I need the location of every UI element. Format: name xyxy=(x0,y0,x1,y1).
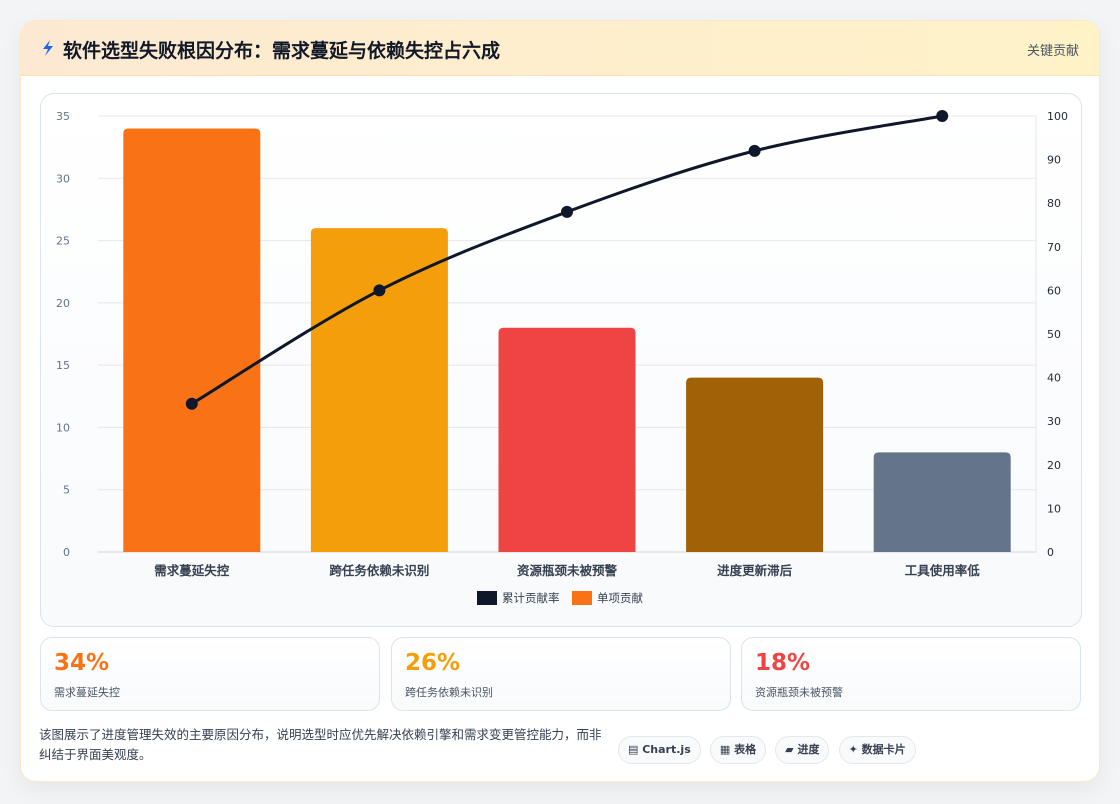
line-point xyxy=(185,397,198,410)
tech-chips: ▤ Chart.js ▦ 表格 ▰ 进度 ✦ 数据卡片 xyxy=(618,736,920,764)
chip-progress[interactable]: ▰ 进度 xyxy=(775,736,830,764)
stat-card: 18% 资源瓶颈未被预警 xyxy=(741,637,1081,711)
y-right-tick-label: 10 xyxy=(1047,502,1061,515)
x-tick-label: 需求蔓延失控 xyxy=(154,563,230,578)
table-icon: ▦ xyxy=(719,743,735,756)
stat-value: 18% xyxy=(755,650,811,676)
legend-label: 单项贡献 xyxy=(597,591,643,605)
bar xyxy=(873,452,1011,552)
stat-value: 26% xyxy=(405,650,461,676)
y-right-tick-label: 60 xyxy=(1047,284,1061,297)
y-right-tick-label: 0 xyxy=(1047,546,1054,559)
y-right-tick-label: 80 xyxy=(1047,197,1061,210)
x-tick-label: 跨任务依赖未识别 xyxy=(329,563,429,578)
chart-description: 该图展示了进度管理失效的主要原因分布，说明选型时应优先解决依赖引擎和需求变更管控… xyxy=(39,727,602,762)
chip-chartjs[interactable]: ▤ Chart.js xyxy=(618,736,701,764)
x-tick-label: 资源瓶颈未被预警 xyxy=(517,563,618,578)
legend-swatch-bar xyxy=(572,591,592,605)
sparkle-icon: ✦ xyxy=(848,743,862,756)
stat-label: 资源瓶颈未被预警 xyxy=(755,686,843,699)
legend-label: 累计贡献率 xyxy=(502,591,560,605)
y-left-tick-label: 5 xyxy=(63,484,70,497)
y-right-tick-label: 70 xyxy=(1047,241,1061,254)
line-point xyxy=(561,205,573,218)
card-header: 软件选型失败根因分布：需求蔓延与依赖失控占六成 关键贡献 xyxy=(21,21,1099,76)
x-tick-label: 进度更新滞后 xyxy=(717,563,793,578)
legend-swatch-line xyxy=(477,591,497,605)
pareto-chart: 0 5 10 15 20 25 30 35 0 10 20 30 40 50 60 70 80 90 100 需求蔓延… xyxy=(56,110,1068,605)
progress-icon: ▰ xyxy=(785,743,798,756)
line-point xyxy=(373,284,386,297)
stat-label: 需求蔓延失控 xyxy=(54,686,120,699)
report-card: 软件选型失败根因分布：需求蔓延与依赖失控占六成 关键贡献 0 5 10 15 20 25 3… xyxy=(20,20,1100,782)
line-point xyxy=(936,110,949,122)
header-tag[interactable]: 关键贡献 xyxy=(1026,44,1079,59)
page-title: 软件选型失败根因分布：需求蔓延与依赖失控占六成 xyxy=(63,40,501,62)
y-left-tick-label: 10 xyxy=(56,421,70,434)
y-left-tick-label: 15 xyxy=(56,359,70,372)
bar xyxy=(498,327,636,552)
y-right-tick-label: 20 xyxy=(1047,459,1061,472)
y-left-tick-label: 20 xyxy=(56,297,70,310)
chip-datacard[interactable]: ✦ 数据卡片 xyxy=(838,736,916,764)
line-point xyxy=(748,144,761,157)
stat-label: 跨任务依赖未识别 xyxy=(405,686,493,699)
stat-card: 26% 跨任务依赖未识别 xyxy=(391,637,731,711)
y-right-tick-label: 30 xyxy=(1047,415,1061,428)
y-left-tick-label: 35 xyxy=(56,110,70,123)
y-right-tick-label: 50 xyxy=(1047,328,1061,341)
x-tick-label: 工具使用率低 xyxy=(905,563,981,578)
y-right-tick-label: 100 xyxy=(1047,110,1068,123)
y-left-tick-label: 25 xyxy=(56,235,70,248)
bar xyxy=(123,128,261,552)
y-left-tick-label: 0 xyxy=(63,546,70,559)
stat-value: 34% xyxy=(54,650,110,676)
y-right-tick-label: 90 xyxy=(1047,154,1061,167)
stat-card: 34% 需求蔓延失控 xyxy=(40,637,380,711)
chart-icon: ▤ xyxy=(628,743,643,756)
y-right-tick-label: 40 xyxy=(1047,372,1061,385)
chart-panel: 0 5 10 15 20 25 30 35 0 10 20 30 40 50 60 70 80 90 100 需求蔓延… xyxy=(40,93,1082,627)
bar xyxy=(686,377,824,552)
y-left-tick-label: 30 xyxy=(56,172,70,185)
chip-table[interactable]: ▦ 表格 xyxy=(709,736,767,764)
bar xyxy=(310,228,448,552)
lightning-icon xyxy=(43,40,53,56)
